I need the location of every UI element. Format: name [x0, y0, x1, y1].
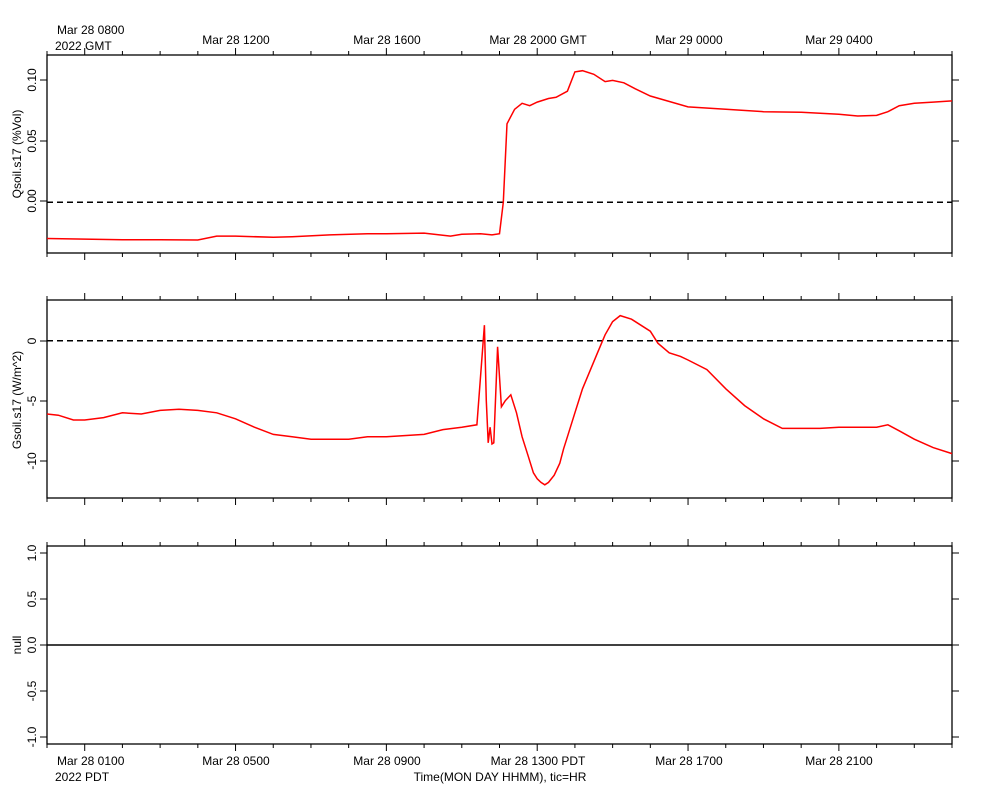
- top-axis-label: Mar 28 1200: [202, 33, 270, 47]
- top-axis-label: Mar 28 2000 GMT: [489, 33, 587, 47]
- gsoil-y-tick-label: -10: [25, 452, 39, 470]
- qsoil-panel: 0.00 0.05 0.10 Qsoil.s17 (%Vol): [10, 48, 959, 260]
- gsoil-series-line: [46, 314, 953, 486]
- qsoil-y-tick-label: 0.00: [25, 189, 39, 213]
- null-y-tick-label: 0.0: [25, 636, 39, 653]
- null-y-axis-label: null: [10, 636, 24, 655]
- bottom-axis-label: Mar 28 2100: [805, 754, 873, 768]
- gsoil-y-ticks: [40, 340, 959, 462]
- bottom-axis-first-label: Mar 28 0100: [57, 754, 125, 768]
- gsoil-y-tick-label: 0: [25, 337, 39, 344]
- gsoil-plot-frame: [46, 299, 953, 499]
- null-y-ticks: [40, 552, 959, 738]
- gsoil-y-tick-label: -5: [25, 395, 39, 406]
- gsoil-x-ticks: [46, 293, 953, 505]
- gsoil-y-axis-label: Gsoil.s17 (W/m^2): [10, 351, 24, 449]
- top-axis-label: Mar 29 0400: [805, 33, 873, 47]
- null-y-tick-label: 0.5: [25, 590, 39, 607]
- qsoil-y-axis-label: Qsoil.s17 (%Vol): [10, 110, 24, 199]
- top-axis-label: Mar 28 1600: [353, 33, 421, 47]
- null-y-tick-label: -0.5: [25, 680, 39, 701]
- null-y-tick-label: -1.0: [25, 726, 39, 747]
- qsoil-x-ticks: [46, 48, 953, 260]
- top-axis-label: Mar 29 0000: [655, 33, 723, 47]
- top-axis-first-label-year: 2022 GMT: [55, 39, 112, 53]
- gsoil-panel: -10 -5 0 Gsoil.s17 (W/m^2): [10, 293, 959, 505]
- x-axis-title: Time(MON DAY HHMM), tic=HR: [414, 770, 587, 784]
- qsoil-series-line: [46, 69, 953, 241]
- qsoil-plot-frame: [46, 54, 953, 254]
- top-axis-first-label: Mar 28 0800: [57, 23, 125, 37]
- qsoil-y-tick-label: 0.10: [25, 68, 39, 92]
- qsoil-y-tick-label: 0.05: [25, 129, 39, 153]
- bottom-axis-first-label-year: 2022 PDT: [55, 770, 110, 784]
- bottom-axis-label: Mar 28 1300 PDT: [491, 754, 586, 768]
- bottom-axis-label: Mar 28 0500: [202, 754, 270, 768]
- null-panel: -1.0 -0.5 0.0 0.5 1.0 null: [10, 539, 959, 751]
- qsoil-y-ticks: [40, 79, 959, 202]
- top-time-axis: Mar 28 0800 2022 GMT Mar 28 1200 Mar 28 …: [55, 23, 873, 53]
- bottom-axis-label: Mar 28 1700: [655, 754, 723, 768]
- null-x-ticks: [46, 539, 953, 751]
- null-y-tick-label: 1.0: [25, 544, 39, 561]
- bottom-axis-label: Mar 28 0900: [353, 754, 421, 768]
- bottom-time-axis: Mar 28 0100 2022 PDT Mar 28 0500 Mar 28 …: [55, 754, 873, 784]
